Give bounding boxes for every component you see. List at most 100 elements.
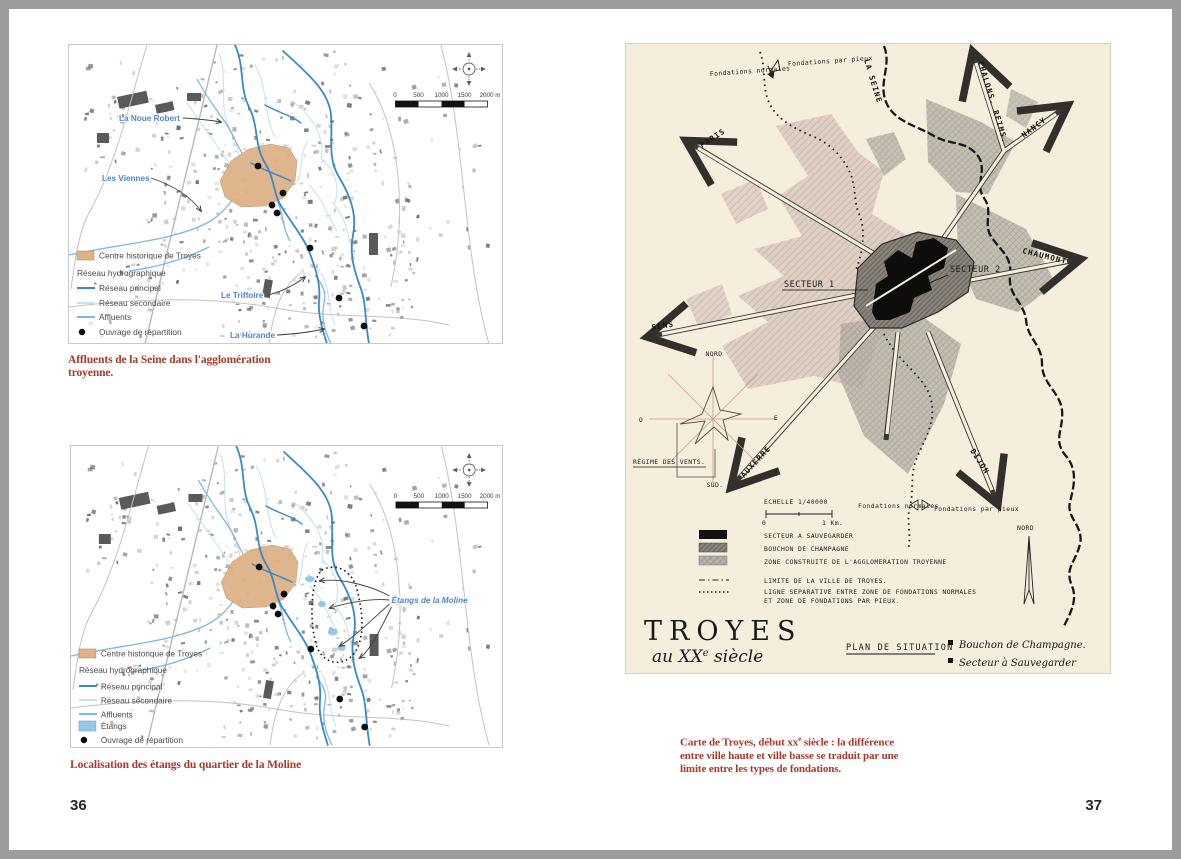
river-label-hurande: La Hurande [230, 331, 275, 340]
legend: Centre historique de Troyes Réseau hydro… [78, 648, 202, 745]
ouvrage-dots [255, 563, 369, 731]
caption-hist-map: Carte de Troyes, début xxe siècle : la d… [680, 735, 899, 776]
legend-centre: Centre historique de Troyes [101, 649, 202, 658]
label-etangs-moline: Étangs de la Moline [392, 595, 469, 605]
annotation-fondations-normales: Fondations normales [858, 502, 939, 510]
annotation-fondations-pieux: Fondations par pieux [934, 505, 1019, 513]
secteur1-label: SECTEUR 1 [784, 280, 835, 290]
legend-principal: Réseau principal [101, 682, 163, 691]
page-number-right: 37 [1085, 797, 1102, 814]
legend-zone-construite: ZONE CONSTRUITE DE L'AGGLOMERATION TROYE… [764, 558, 947, 566]
legend: Centre historique de Troyes Réseau hydro… [76, 251, 201, 337]
foundation-marker-top [769, 58, 781, 73]
hist-subtitle: au XXe siècle [652, 647, 763, 667]
compass-icon [452, 52, 486, 86]
compass-icon [452, 453, 487, 487]
plan-item-secteur: Secteur à Sauvegarder [959, 658, 1077, 669]
rose-ouest-label: O [639, 416, 643, 424]
legend-ouvrage: Ouvrage de répartition [101, 736, 183, 745]
city-base-map [69, 45, 491, 343]
road-label-dijon: DIJON [968, 447, 991, 476]
river-label-triffoire: Le Triffoire [221, 291, 264, 300]
svg-text:1500: 1500 [457, 92, 472, 99]
scalebar-icon [395, 501, 488, 509]
foundation-bowtie-marker [909, 499, 931, 511]
legend-ligne-separative-2: ET ZONE DE FONDATIONS PAR PIEUX. [764, 597, 900, 605]
ouvrage-dots [254, 162, 368, 330]
legend-ouvrage: Ouvrage de répartition [99, 327, 182, 337]
roads [639, 44, 1089, 512]
regime-des-vents-label: RÉGIME DES VENTS. [633, 457, 705, 466]
caption-map2: Localisation des étangs du quartier de l… [70, 759, 302, 771]
secteur2-label: SECTEUR 2 [950, 265, 1001, 275]
main-network [235, 446, 371, 746]
echelle-label: ECHELLE 1/40000 [764, 498, 828, 506]
scalebar-icon [395, 100, 488, 108]
plan-square-1 [948, 640, 953, 645]
north-label: NORD [1017, 524, 1034, 532]
big-blocks [98, 491, 379, 700]
map-affluents-seine: La Noue Robert Les Viennes Le Triffoire … [68, 44, 503, 344]
map-etangs-moline: Étangs de la Moline Centre historique de… [70, 445, 503, 748]
rose-nord-label: NORD [706, 350, 723, 358]
big-blocks [97, 90, 378, 299]
svg-text:2000 m: 2000 m [479, 92, 500, 99]
plan-item-bouchon: Bouchon de Champagne. [958, 640, 1086, 651]
legend-etangs: Étangs [101, 721, 127, 731]
gray-roads [69, 45, 490, 343]
city-buildings-texture [85, 451, 491, 740]
historic-map-troyes: SECTEUR 1 SECTEUR 2 PARIS SENS AUXERRE D… [625, 43, 1111, 674]
city-base-map [71, 446, 491, 746]
svg-text:0: 0 [393, 92, 397, 99]
echelle-1km: 1 Km. [822, 519, 843, 527]
affluents-lines [71, 479, 333, 746]
legend-secteur-sauvegarder: SECTEUR A SAUVEGARDER [764, 532, 853, 540]
north-arrow-icon [1023, 535, 1035, 605]
svg-text:1000: 1000 [434, 92, 449, 99]
gray-roads [71, 446, 490, 746]
caption-map1: Affluents de la Seine dans l'agglomérati… [68, 354, 271, 380]
svg-text:1000: 1000 [435, 493, 449, 500]
scalebar-labels: 0 500 1000 1500 2000 m [394, 493, 501, 500]
label-arrows [320, 580, 392, 658]
page-number-left: 36 [70, 797, 87, 814]
rose-sud-label: SUD. [707, 481, 724, 489]
echelle-bar [765, 510, 833, 518]
river-label-noue-robert: La Noue Robert [119, 114, 180, 123]
echelle-zero: 0 [762, 519, 766, 527]
legend-ligne-separative-1: LIGNE SEPARATIVE ENTRE ZONE DE FONDATION… [764, 588, 976, 596]
river-label-viennes: Les Viennes [102, 174, 150, 183]
rose-est-label: E [774, 414, 778, 422]
historic-centre-polygon [220, 544, 299, 609]
legend-limite-ville: LIMITE DE LA VILLE DE TROYES. [764, 577, 887, 585]
main-network [234, 45, 370, 343]
hist-legend: SECTEUR A SAUVEGARDER BOUCHON DE CHAMPAG… [698, 530, 976, 605]
hist-title: TROYES [644, 616, 803, 647]
legend-header: Réseau hydrographique [79, 666, 167, 675]
legend-principal: Réseau principal [99, 283, 161, 293]
plan-situation-title: PLAN DE SITUATION [846, 643, 953, 653]
road-label-paris: PARIS [698, 127, 727, 150]
svg-text:1500: 1500 [458, 493, 472, 500]
city-centre [853, 231, 975, 329]
legend-secondaire: Réseau secondaire [101, 696, 172, 705]
river-label-seine: LA SEINE [862, 58, 884, 104]
legend-bouchon-champagne: BOUCHON DE CHAMPAGNE [764, 545, 849, 553]
seine-river [882, 45, 1082, 627]
scalebar-labels: 0 500 1000 1500 2000 m [393, 92, 500, 99]
historic-centre-polygon [219, 143, 298, 208]
svg-text:500: 500 [413, 92, 424, 99]
legend-affluents: Affluents [99, 312, 131, 322]
secteur2-leader [921, 274, 949, 287]
foundation-boundary [759, 51, 934, 551]
annotation-fondations-pieux-top: Fondations par pieux [788, 54, 873, 68]
plan-square-2 [948, 658, 953, 663]
legend-affluents: Affluents [101, 710, 133, 719]
etangs-zone [304, 566, 363, 664]
wind-rose [649, 355, 777, 483]
legend-centre: Centre historique de Troyes [99, 251, 201, 261]
svg-text:0: 0 [394, 493, 398, 500]
svg-text:2000 m: 2000 m [480, 493, 501, 500]
road-label-sens: SENS [651, 320, 675, 332]
